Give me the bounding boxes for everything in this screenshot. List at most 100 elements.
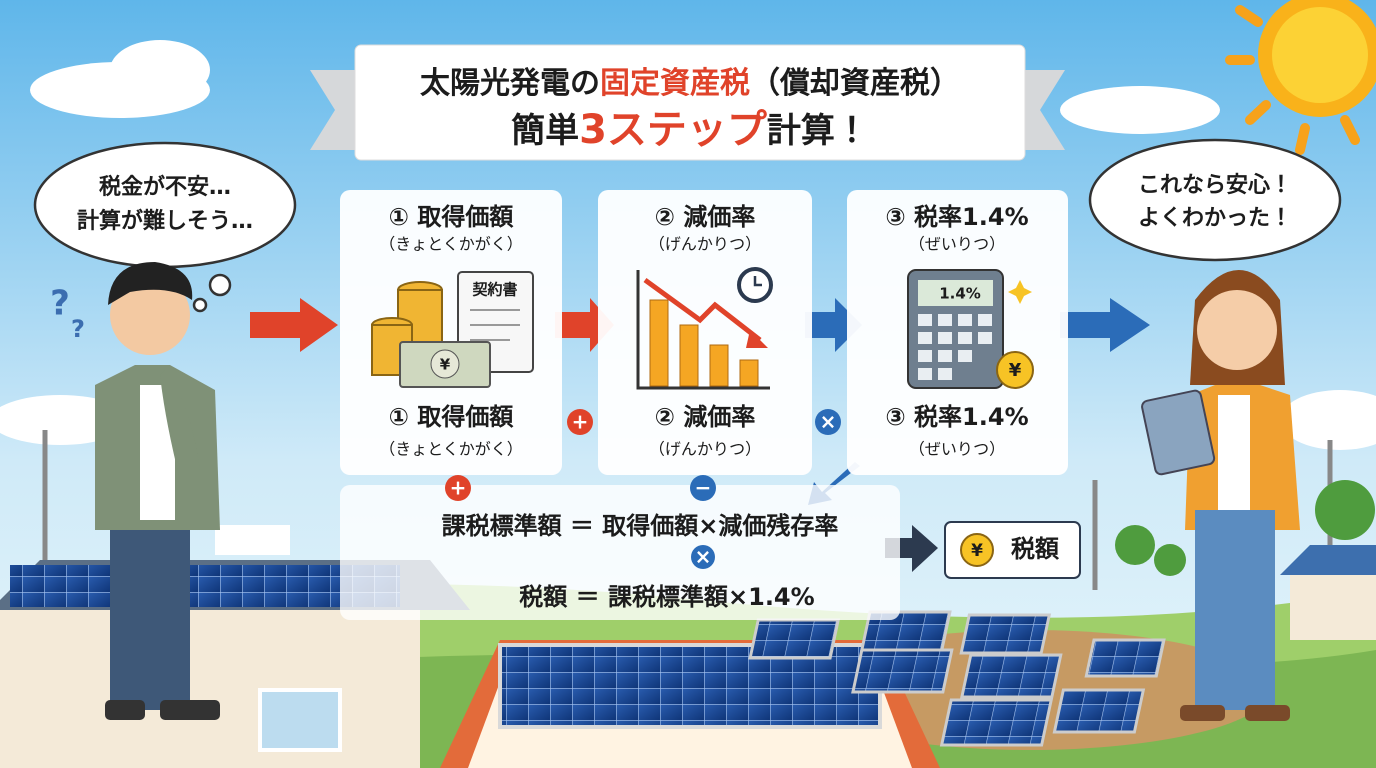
step-title: ② 減価率 <box>655 203 756 231</box>
operator: × <box>695 545 712 569</box>
title-banner-part <box>310 70 360 150</box>
formula-box-part <box>340 485 900 620</box>
step-reading: （きょとくかがく） <box>379 235 523 254</box>
step-title: ① 取得価額 <box>389 403 515 431</box>
field-panels-part <box>1052 688 1146 734</box>
step-icon-part <box>430 349 460 379</box>
step-icon: 契約書 ¥ <box>371 271 534 388</box>
step-title: ③ 税率1.4% <box>885 403 1028 431</box>
step-icon-part-part <box>938 332 952 344</box>
step-icon-part-part <box>709 344 729 387</box>
icon-text: ¥ <box>1009 360 1022 381</box>
icon-text: ¥ <box>440 356 451 374</box>
step-icon-part <box>649 299 759 387</box>
title-line2: 簡単3ステップ計算！ <box>511 107 869 153</box>
house-right-part <box>1290 570 1376 640</box>
step-icon: 1.4% ¥ <box>907 269 1034 389</box>
step-icon-part-part <box>679 324 699 387</box>
man-part <box>110 520 190 710</box>
operators-part <box>815 409 841 435</box>
title-banner: 太陽光発電の固定資産税（償却資産税） 簡単3ステップ計算！ <box>310 44 1065 161</box>
trees-part <box>1115 525 1155 565</box>
step-card-part <box>340 190 562 475</box>
arrows-part <box>1060 298 1150 352</box>
man-part <box>110 275 190 355</box>
left-bubble-part-part <box>192 297 208 313</box>
bubble-text: 税金が不安… <box>99 174 231 200</box>
formula-box-part <box>691 545 715 569</box>
field-panels-part <box>959 613 1052 655</box>
title-banner-part <box>354 44 1026 161</box>
house-left-part <box>0 600 420 768</box>
step-card: ③ 税率1.4% （ぜいりつ） 1.4% ¥ ③ 税率1.4% （ぜいりつ） <box>847 190 1068 475</box>
title-part: 簡単 <box>511 111 579 151</box>
bubble-text: これなら安心！ <box>1138 172 1292 198</box>
title-part: 太陽光発電の <box>420 66 600 101</box>
house-right-part <box>1280 545 1376 575</box>
house-left-part <box>215 525 290 555</box>
clouds-part <box>1280 390 1376 450</box>
woman-part <box>1197 290 1277 370</box>
step-reading: （ぜいりつ） <box>909 440 1005 459</box>
step-title: ③ 税率1.4% <box>885 203 1028 231</box>
field-panels-part <box>960 653 1063 699</box>
title-part: （償却資産税） <box>750 66 960 101</box>
step-icon-part <box>746 330 768 348</box>
step-icon-part-part <box>978 314 992 326</box>
step-icon-part <box>918 280 993 306</box>
title-part: 3ステップ <box>579 107 767 153</box>
step-icon-part <box>918 314 992 380</box>
woman <box>1141 270 1300 721</box>
house-left-part <box>258 688 342 752</box>
operator: − <box>695 476 712 500</box>
man-part <box>105 700 145 720</box>
step-icon-part-part <box>649 299 669 387</box>
formula-line: 税額 ＝ 課税標準額×1.4% <box>519 583 814 611</box>
arrows-part <box>250 298 338 352</box>
clouds-part <box>1060 86 1220 134</box>
step-icon-part-part <box>958 314 972 326</box>
woman-part <box>1180 705 1225 721</box>
step-icon-part-part <box>918 314 932 326</box>
step-icon-part-part <box>958 332 972 344</box>
title-banner-part <box>1020 70 1065 150</box>
field-panels-part <box>851 648 954 694</box>
man-part <box>160 370 200 480</box>
formula-box: 課税標準額 ＝ 取得価額×減価残存率 × 税額 ＝ 課税標準額×1.4% <box>340 485 900 620</box>
result-box: ¥ 税額 <box>944 521 1081 579</box>
operators-part <box>445 475 471 501</box>
operators-part <box>690 475 716 501</box>
field-panels-part <box>1084 638 1166 678</box>
result-box-part <box>960 533 994 567</box>
field-panels-part <box>939 698 1054 747</box>
icon-text: 契約書 <box>472 281 517 299</box>
title-part: 固定資産税 <box>600 66 750 101</box>
left-bubble-part-part <box>208 273 232 297</box>
sun-part-part <box>1225 5 1360 155</box>
house-left-part <box>10 565 400 607</box>
sun <box>1225 0 1376 155</box>
step-icon-part-part <box>739 359 759 387</box>
right-bubble: これなら安心！ よくわかった！ <box>1088 138 1342 262</box>
bubble-text: 計算が難しそう… <box>77 208 253 234</box>
step-icon-part <box>470 309 520 341</box>
field-panels <box>748 610 1166 747</box>
step-icon-part-part <box>918 368 932 380</box>
man <box>95 262 220 720</box>
step-title: ② 減価率 <box>655 403 756 431</box>
woman-part <box>1141 389 1216 476</box>
step-icon-part-part <box>918 350 932 362</box>
woman-part <box>1218 395 1250 515</box>
step-icon-part <box>636 270 770 390</box>
woman-part <box>1195 510 1275 710</box>
step-icon-part <box>643 277 762 342</box>
man-part <box>160 700 220 720</box>
operators: + × + − <box>445 409 841 501</box>
operator: × <box>820 410 837 434</box>
sun-part <box>1272 7 1368 103</box>
step-card: ② 減価率 （げんかりつ） ② 減価率 （げんかりつ） <box>598 190 812 475</box>
left-bubble: 税金が不安… 計算が難しそう… <box>33 141 297 313</box>
step-icon-part <box>996 351 1034 389</box>
house-right <box>1280 545 1376 640</box>
